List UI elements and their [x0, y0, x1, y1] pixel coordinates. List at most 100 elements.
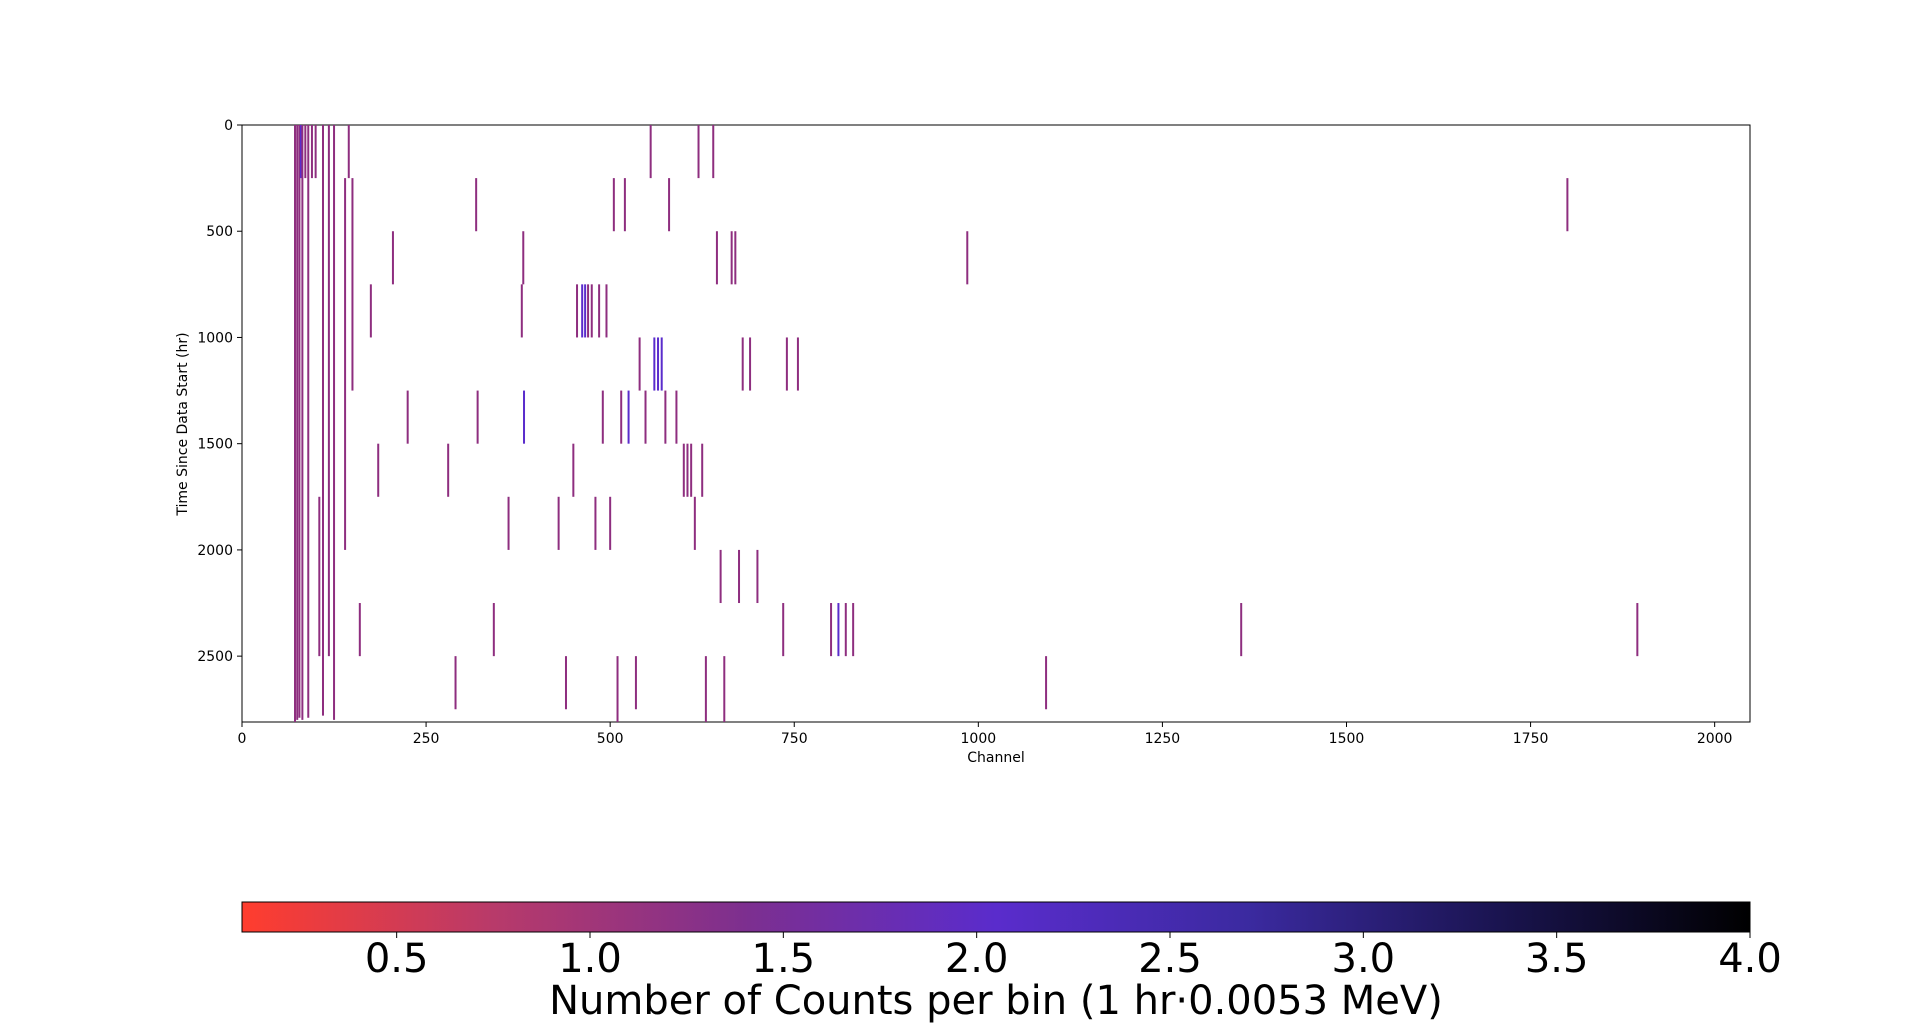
y-tick-label: 500 — [206, 224, 233, 240]
heatmap-cell — [576, 284, 579, 338]
heatmap-cell — [712, 125, 715, 179]
heatmap-cell — [715, 231, 718, 285]
y-axis-ticks: 0 500 1000 1500 2000 2500 — [197, 118, 242, 665]
heatmap-cell — [697, 125, 700, 179]
heatmap-cell — [682, 443, 685, 497]
heatmap-cell — [304, 125, 307, 179]
heatmap-cell — [627, 390, 630, 444]
heatmap-cell — [301, 125, 304, 720]
x-tick-label: 1250 — [1145, 731, 1181, 747]
heatmap-cell — [307, 125, 310, 718]
heatmap-cell — [296, 125, 299, 720]
heatmap-cell — [660, 337, 663, 391]
colorbar-tick-label: 2.5 — [1138, 936, 1202, 982]
heatmap-cell — [391, 231, 394, 285]
y-tick-label: 2500 — [197, 649, 233, 665]
x-tick-label: 1750 — [1513, 731, 1549, 747]
heatmap-cell — [310, 125, 313, 179]
heatmap-cell — [649, 125, 652, 179]
heatmap-cell — [406, 390, 409, 444]
x-tick-label: 2000 — [1697, 731, 1733, 747]
heatmap-cell — [693, 496, 696, 550]
heatmap-cell — [782, 603, 785, 657]
x-tick-label: 250 — [413, 731, 440, 747]
heatmap-cell — [507, 496, 510, 550]
colorbar — [241, 901, 1751, 933]
x-tick-label: 0 — [238, 731, 247, 747]
heatmap-cell — [756, 549, 759, 604]
heatmap-cell — [475, 178, 478, 232]
colorbar-tick-label: 3.5 — [1525, 936, 1589, 982]
heatmap-cell — [785, 337, 788, 391]
heatmap-cell — [664, 390, 667, 444]
heatmap-cell — [587, 284, 590, 338]
y-tick-label: 0 — [224, 118, 233, 134]
x-axis-label: Channel — [967, 750, 1024, 766]
x-tick-label: 750 — [781, 731, 808, 747]
heatmap-cell — [318, 496, 321, 657]
heatmap-cell — [601, 390, 604, 444]
colorbar-tick-label: 1.0 — [558, 936, 622, 982]
heatmap-cell — [844, 603, 847, 657]
heatmap-cell — [719, 549, 722, 604]
heatmap-cell — [369, 284, 372, 338]
heatmap-cell — [298, 125, 301, 718]
heatmap-cell — [612, 178, 615, 232]
heatmap-cell — [609, 496, 612, 550]
heatmap-cell — [358, 603, 361, 657]
heatmap-cell — [723, 656, 726, 722]
y-tick-label: 1000 — [197, 330, 233, 346]
heatmap-cell — [299, 125, 302, 179]
heatmap-cell — [594, 496, 597, 550]
heatmap-cell — [616, 656, 619, 722]
heatmap-cell — [620, 390, 623, 444]
heatmap-cell — [314, 125, 317, 179]
heatmap-cell — [796, 337, 799, 391]
heatmap-cell — [644, 390, 647, 444]
colorbar-label: Number of Counts per bin (1 hr·0.0053 Me… — [549, 978, 1443, 1024]
heatmap-cell — [581, 284, 584, 338]
heatmap-cell — [327, 125, 330, 657]
heatmap-cell — [476, 390, 479, 444]
heatmap-cell — [351, 178, 354, 391]
heatmap-cell — [522, 231, 525, 285]
heatmap-cell — [294, 125, 297, 722]
x-tick-label: 1000 — [961, 731, 997, 747]
x-axis-ticks: 0 250 500 750 1000 1250 1500 1750 2000 — [238, 722, 1733, 747]
heatmap-cell — [701, 443, 704, 497]
heatmap-cell — [598, 284, 601, 338]
heatmap-cell — [690, 443, 693, 497]
colorbar-ticks: 0.5 1.0 1.5 2.0 2.5 3.0 3.5 4.0 — [365, 932, 1782, 982]
heatmap-cell — [347, 125, 350, 179]
heatmap-cell — [738, 549, 741, 604]
heatmap-cell — [564, 656, 567, 710]
colorbar-tick-label: 2.0 — [945, 936, 1009, 982]
heatmap-cell — [605, 284, 608, 338]
heatmap-cell — [741, 337, 744, 391]
x-tick-label: 1500 — [1329, 731, 1365, 747]
heatmap-cell — [837, 603, 840, 657]
heatmap-cells — [294, 125, 1639, 722]
heatmap-cell — [675, 390, 678, 444]
y-axis-label: Time Since Data Start (hr) — [175, 332, 191, 516]
heatmap-cell — [447, 443, 450, 497]
colorbar-tick-label: 1.5 — [752, 936, 816, 982]
heatmap-cell — [1240, 603, 1243, 657]
heatmap-cell — [333, 125, 336, 720]
heatmap-cell — [704, 656, 707, 722]
heatmap-cell — [634, 656, 637, 710]
heatmap-cell — [1566, 178, 1569, 232]
plot-area — [241, 124, 1751, 723]
heatmap-cell — [734, 231, 737, 285]
heatmap-cell — [966, 231, 969, 285]
colorbar-tick-label: 3.0 — [1332, 936, 1396, 982]
heatmap-cell — [623, 178, 626, 232]
heatmap-cell — [572, 443, 575, 497]
heatmap-cell — [852, 603, 855, 657]
heatmap-cell — [1636, 603, 1639, 657]
heatmap-cell — [523, 390, 526, 444]
heatmap-cell — [520, 284, 523, 338]
heatmap-cell — [377, 443, 380, 497]
heatmap-cell — [321, 125, 324, 716]
